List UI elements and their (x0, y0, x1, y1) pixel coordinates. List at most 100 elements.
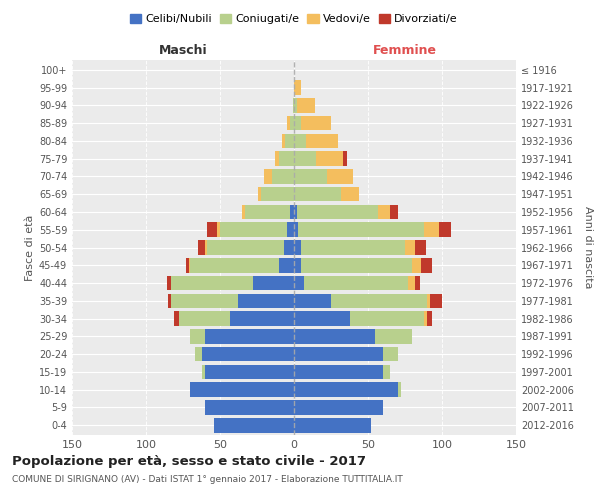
Bar (294, 312, 350, 326)
Bar (412, 258, 421, 272)
Bar (259, 187, 262, 202)
Bar (265, 169, 272, 184)
Bar (174, 312, 179, 326)
Bar (383, 364, 390, 379)
Bar (341, 187, 359, 202)
Y-axis label: Fasce di età: Fasce di età (25, 214, 35, 280)
Bar (202, 364, 205, 379)
Bar (217, 222, 220, 237)
Bar (205, 400, 294, 414)
Bar (326, 169, 353, 184)
Bar (301, 258, 412, 272)
Bar (189, 258, 190, 272)
Bar (294, 134, 306, 148)
Bar (279, 258, 294, 272)
Bar (206, 240, 284, 255)
Bar (245, 204, 290, 219)
Bar (190, 382, 294, 397)
Bar (427, 294, 430, 308)
Bar (294, 169, 326, 184)
Bar (262, 187, 294, 202)
Bar (350, 312, 424, 326)
Bar (427, 312, 431, 326)
Bar (214, 418, 294, 432)
Bar (421, 258, 431, 272)
Bar (290, 204, 294, 219)
Bar (294, 329, 376, 344)
Bar (439, 222, 451, 237)
Bar (294, 364, 383, 379)
Bar (206, 222, 217, 237)
Bar (287, 222, 294, 237)
Bar (383, 347, 398, 362)
Bar (294, 418, 371, 432)
Legend: Celibi/Nubili, Coniugati/e, Vedovi/e, Divorziati/e: Celibi/Nubili, Coniugati/e, Vedovi/e, Di… (126, 10, 462, 29)
Text: Maschi: Maschi (158, 44, 208, 58)
Bar (297, 204, 379, 219)
Y-axis label: Anni di nascita: Anni di nascita (583, 206, 593, 289)
Bar (298, 222, 424, 237)
Bar (415, 276, 420, 290)
Bar (220, 222, 287, 237)
Bar (242, 204, 245, 219)
Bar (205, 240, 206, 255)
Text: Popolazione per età, sesso e stato civile - 2017: Popolazione per età, sesso e stato civil… (12, 455, 366, 468)
Bar (331, 294, 427, 308)
Bar (294, 204, 297, 219)
Bar (405, 240, 415, 255)
Bar (294, 240, 301, 255)
Bar (304, 276, 408, 290)
Bar (297, 98, 315, 112)
Bar (284, 240, 294, 255)
Bar (168, 294, 171, 308)
Bar (398, 382, 401, 397)
Bar (230, 312, 294, 326)
Bar (294, 400, 383, 414)
Bar (190, 329, 205, 344)
Bar (186, 258, 189, 272)
Bar (294, 116, 301, 130)
Bar (198, 240, 205, 255)
Bar (279, 152, 294, 166)
Bar (290, 116, 294, 130)
Bar (238, 294, 294, 308)
Bar (306, 134, 338, 148)
Bar (390, 204, 398, 219)
Bar (301, 240, 405, 255)
Bar (294, 258, 301, 272)
Bar (424, 222, 439, 237)
Bar (294, 152, 316, 166)
Bar (376, 329, 412, 344)
Text: COMUNE DI SIRIGNANO (AV) - Dati ISTAT 1° gennaio 2017 - Elaborazione TUTTITALIA.: COMUNE DI SIRIGNANO (AV) - Dati ISTAT 1°… (12, 475, 403, 484)
Bar (430, 294, 442, 308)
Bar (287, 116, 290, 130)
Bar (379, 204, 390, 219)
Bar (171, 294, 238, 308)
Bar (415, 240, 426, 255)
Bar (282, 134, 285, 148)
Bar (301, 116, 331, 130)
Bar (179, 312, 230, 326)
Bar (202, 347, 294, 362)
Bar (294, 347, 383, 362)
Bar (195, 347, 202, 362)
Bar (294, 80, 301, 95)
Bar (190, 258, 279, 272)
Bar (408, 276, 415, 290)
Bar (285, 134, 294, 148)
Bar (424, 312, 427, 326)
Bar (294, 382, 398, 397)
Bar (294, 222, 298, 237)
Bar (343, 152, 347, 166)
Bar (294, 187, 341, 202)
Text: Femmine: Femmine (373, 44, 437, 58)
Bar (167, 276, 171, 290)
Bar (253, 276, 294, 290)
Bar (205, 364, 294, 379)
Bar (294, 294, 331, 308)
Bar (316, 152, 343, 166)
Bar (205, 329, 294, 344)
Bar (293, 98, 294, 112)
Bar (275, 152, 279, 166)
Bar (171, 276, 253, 290)
